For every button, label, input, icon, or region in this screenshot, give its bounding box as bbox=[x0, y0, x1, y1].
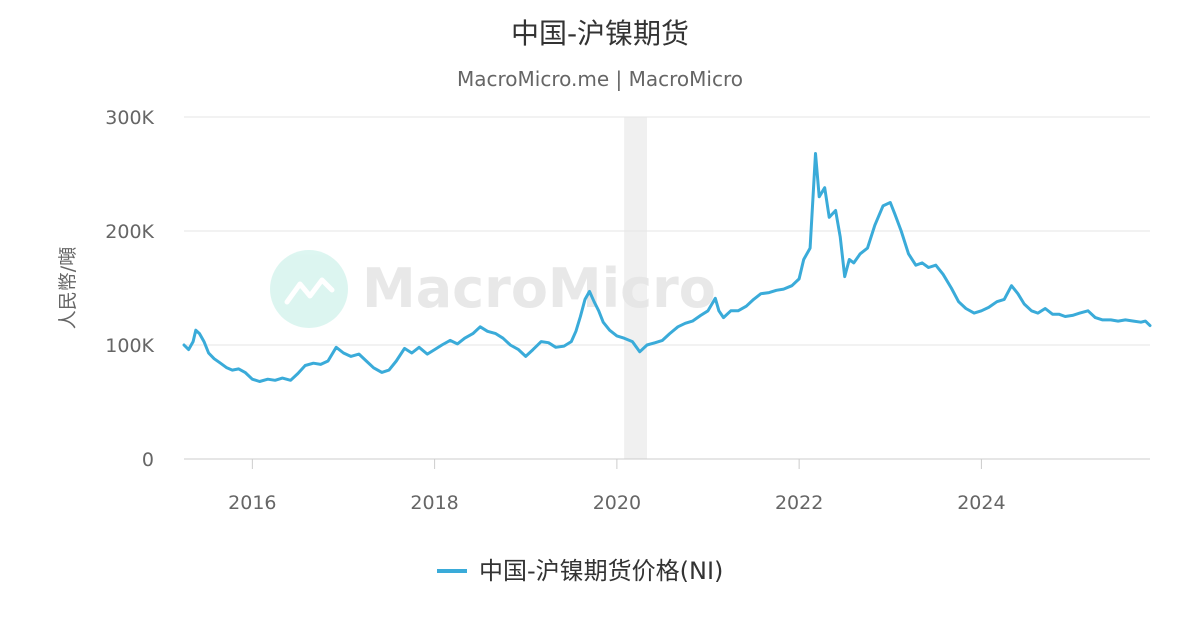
watermark: MacroMicro bbox=[270, 250, 716, 328]
y-axis-ticks: 0 100K 200K 300K bbox=[105, 107, 154, 471]
y-tick-label: 200K bbox=[105, 221, 154, 243]
x-tick-label: 2018 bbox=[410, 492, 458, 514]
y-axis-label: 人民幣/噸 bbox=[57, 247, 79, 329]
y-tick-label: 100K bbox=[105, 335, 154, 357]
x-tick-label: 2022 bbox=[775, 492, 823, 514]
y-tick-label: 0 bbox=[142, 449, 154, 471]
watermark-logo-icon bbox=[270, 250, 348, 328]
watermark-text: MacroMicro bbox=[362, 257, 716, 320]
shaded-region bbox=[624, 117, 647, 459]
watermark-logo-mark-icon bbox=[284, 277, 335, 305]
chart-subtitle: MacroMicro.me | MacroMicro bbox=[457, 67, 743, 91]
x-tick-label: 2016 bbox=[228, 492, 276, 514]
series-line bbox=[182, 152, 1152, 383]
x-axis-ticks: 2016 2018 2020 2022 2024 bbox=[228, 459, 1006, 514]
chart-title: 中国-沪镍期货 bbox=[511, 17, 689, 50]
legend-label: 中国-沪镍期货价格(NI) bbox=[479, 557, 723, 585]
x-tick-label: 2020 bbox=[593, 492, 641, 514]
gridlines bbox=[184, 116, 1150, 460]
x-tick-label: 2024 bbox=[957, 492, 1005, 514]
series-layer bbox=[182, 152, 1152, 383]
y-tick-label: 300K bbox=[105, 107, 154, 129]
legend: 中国-沪镍期货价格(NI) bbox=[437, 557, 723, 585]
